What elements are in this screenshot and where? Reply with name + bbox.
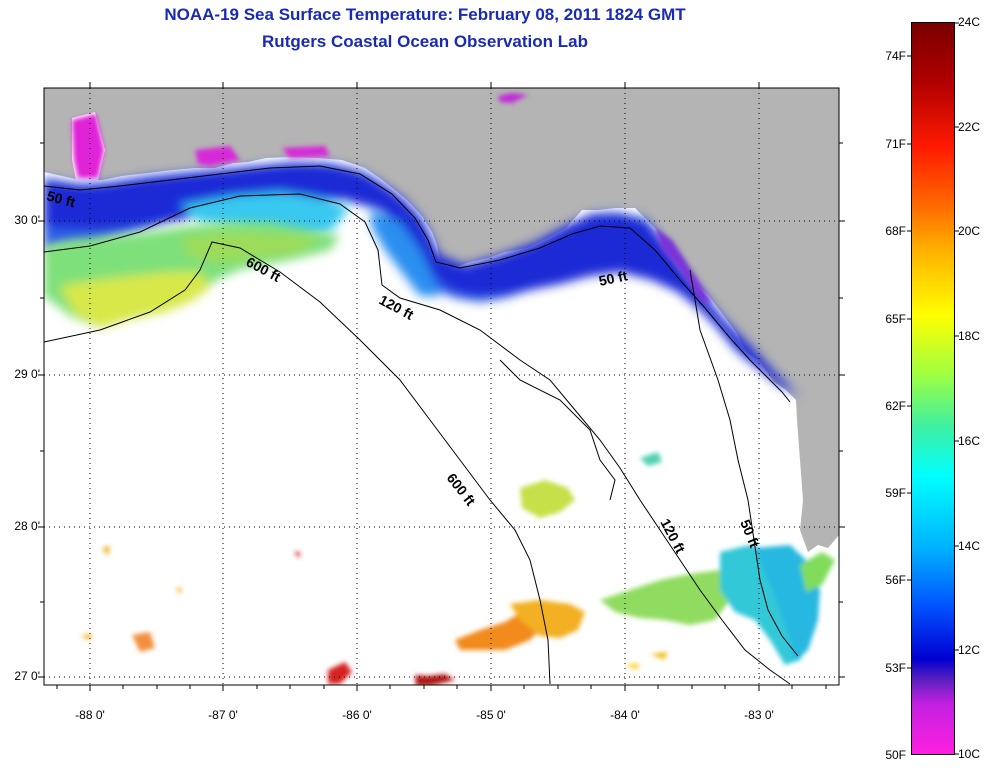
contour-120ft	[44, 193, 791, 685]
colorbar-label-53f: 53F	[885, 661, 906, 675]
sst-west-shelf	[44, 222, 340, 328]
lon-label-87: -87 0'	[208, 708, 238, 722]
colorbar-label-18c: 18C	[958, 329, 981, 343]
colorbar-label-24c: 24C	[958, 15, 981, 29]
colorbar-label-10c: 10C	[958, 747, 981, 761]
lon-label-88: -88 0'	[75, 708, 105, 722]
lon-label-86: -86 0'	[342, 708, 372, 722]
lat-label-28: 28 0'	[14, 519, 40, 533]
contour-label-50ft-bigbend: 50 ft	[597, 267, 629, 289]
sst-coldest-patches	[72, 93, 712, 304]
temperature-colorbar	[911, 22, 955, 755]
lat-label-30: 30 0'	[14, 213, 40, 227]
lon-label-85: -85 0'	[476, 708, 506, 722]
colorbar-label-56f: 56F	[885, 573, 906, 587]
axis-ticks	[38, 82, 845, 691]
colorbar-label-50f: 50F	[885, 748, 906, 762]
contour-label-50ft-west: 50 ft	[45, 187, 77, 210]
colorbar-label-71f: 71F	[885, 137, 906, 151]
colorbar-label-12c: 12C	[958, 643, 981, 657]
contour-50ft-south	[689, 269, 799, 657]
map-frame-border	[43, 87, 840, 686]
contour-shelf-detail	[499, 359, 616, 501]
colorbar-label-20c: 20C	[958, 224, 981, 238]
colorbar-label-22c: 22C	[958, 120, 981, 134]
colorbar-label-16c: 16C	[958, 434, 981, 448]
colorbar-label-14c: 14C	[958, 539, 981, 553]
lon-label-83: -83 0'	[744, 708, 774, 722]
colorbar-label-74f: 74F	[885, 49, 906, 63]
lat-label-29: 29 0'	[14, 367, 40, 381]
colorbar-label-62f: 62F	[885, 399, 906, 413]
colorbar-label-65f: 65F	[885, 312, 906, 326]
map-content: 50 ft 600 ft 120 ft 50 ft 600 ft 120 ft …	[44, 88, 839, 685]
contour-600ft	[44, 241, 551, 685]
lon-label-84: -84 0'	[610, 708, 640, 722]
land	[44, 88, 839, 552]
bathymetry-contours	[44, 165, 799, 685]
map-subtitle: Rutgers Coastal Ocean Observation Lab	[262, 32, 588, 51]
colorbar-label-59f: 59F	[885, 486, 906, 500]
lat-label-27: 27 0'	[14, 669, 40, 683]
sst-offshore-patches	[80, 452, 835, 685]
contour-50ft	[44, 165, 791, 403]
colorbar-label-68f: 68F	[885, 224, 906, 238]
map-title: NOAA-19 Sea Surface Temperature: Februar…	[164, 5, 686, 24]
